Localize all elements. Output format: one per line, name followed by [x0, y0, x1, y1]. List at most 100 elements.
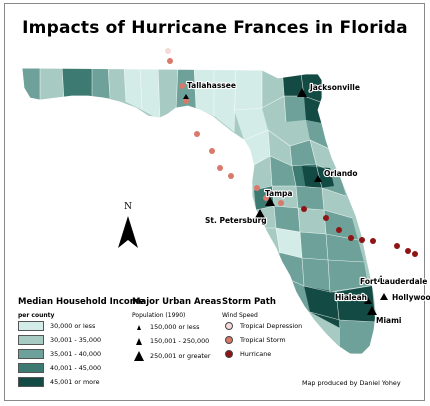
county [302, 258, 330, 292]
legend-storm-label: Hurricane [240, 350, 272, 358]
city-marker-jacksonville [297, 88, 307, 97]
legend-income-item: 45,001 or more [18, 377, 100, 387]
city-marker-miami [367, 306, 377, 315]
county [296, 186, 324, 210]
legend-urban-item: 150,000 or less [132, 323, 199, 331]
county [40, 68, 64, 100]
storm-point-hurricane [301, 206, 307, 212]
legend-urban-subtitle: Population (1990) [132, 312, 186, 319]
legend-storm-item: Tropical Depression [222, 322, 302, 330]
storm-path [165, 48, 418, 257]
legend-storm-title: Storm Path [222, 297, 276, 307]
county [262, 96, 286, 130]
county [124, 68, 142, 110]
county [194, 68, 214, 116]
city-label-tampa: Tampa [265, 189, 292, 198]
city-label-hollywood: Hollywood [392, 293, 430, 302]
county-boundaries [39, 68, 376, 329]
city-marker-hollywood [380, 293, 388, 300]
county [214, 68, 236, 132]
triangle-icon [137, 324, 141, 330]
legend-swatch [18, 363, 44, 373]
county [234, 68, 262, 110]
city-marker-tampa [265, 197, 275, 206]
legend-storm-label: Tropical Depression [240, 322, 303, 330]
legend-income-label: 35,001 - 40,000 [50, 350, 102, 358]
county [22, 68, 40, 100]
county [140, 68, 160, 120]
legend-income-item: 35,001 - 40,000 [18, 349, 101, 359]
legend-swatch [18, 321, 44, 331]
storm-point-hurricane [370, 238, 376, 244]
county [340, 320, 376, 354]
storm-point-tropical-storm [228, 173, 234, 179]
storm-point-tropical-storm [194, 131, 200, 137]
storm-point-hurricane [323, 215, 329, 221]
north-label: N [124, 202, 132, 212]
storm-point-tropical-storm [167, 58, 173, 64]
legend-income-label: 30,000 or less [50, 322, 96, 330]
city-marker-fort-lauderdale [377, 275, 385, 282]
city-label-fort-lauderdale: Fort Lauderdale [360, 277, 427, 286]
north-arrow-icon [118, 216, 138, 248]
county [62, 68, 92, 100]
city-marker-orlando [314, 175, 322, 182]
county [328, 260, 368, 292]
county [290, 140, 316, 166]
storm-point-tropical-storm [254, 185, 260, 191]
city-label-orlando: Orlando [324, 169, 358, 178]
county [108, 68, 126, 102]
legend-storm-item: Hurricane [222, 350, 271, 358]
circle-icon [225, 350, 233, 358]
city-marker-st-petersburg [255, 209, 265, 218]
city-label-jacksonville: Jacksonville [309, 83, 360, 92]
legend-storm-subtitle: Wind Speed [222, 312, 258, 319]
county [326, 234, 364, 262]
city-label-tallahassee: Tallahassee [187, 81, 236, 90]
legend-income-label: 40,001 - 45,000 [50, 364, 102, 372]
storm-point-hurricane [348, 235, 354, 241]
storm-point-tropical-storm [263, 195, 269, 201]
county [300, 232, 328, 260]
storm-point-tropical-storm [183, 98, 189, 104]
legend-income-title: Median Household Income [18, 297, 145, 307]
legend-income-item: 30,001 - 35,000 [18, 335, 101, 345]
city-marker-hialeah [364, 297, 372, 304]
legend-income-label: 30,001 - 35,000 [50, 336, 102, 344]
storm-point-tropical-storm [179, 83, 185, 89]
county [310, 140, 340, 176]
storm-point-hurricane [336, 227, 342, 233]
legend-urban-label: 150,001 - 250,000 [150, 337, 210, 345]
county [252, 156, 272, 190]
circle-icon [225, 336, 233, 344]
legend-urban-item: 250,001 or greater [132, 351, 210, 361]
legend-income-subtitle: per county [18, 312, 55, 319]
map-credit: Map produced by Daniel Yohey [302, 379, 401, 387]
triangle-icon [134, 351, 144, 361]
county [268, 130, 292, 166]
county [176, 68, 196, 110]
storm-point-hurricane [412, 251, 418, 257]
storm-point-hurricane [359, 237, 365, 243]
circle-icon [225, 322, 233, 330]
county [298, 208, 326, 234]
city-markers: Tallahassee Jacksonville Orlando Tampa S… [183, 80, 430, 326]
county [286, 120, 310, 146]
legend-storm-label: Tropical Storm [240, 336, 286, 344]
map-border [4, 3, 425, 401]
storm-point-tropical-storm [278, 200, 284, 206]
city-label-st-petersburg: St. Petersburg [205, 216, 267, 225]
north-arrow: N [113, 202, 143, 252]
legend-swatch [18, 377, 44, 387]
legend-swatch [18, 349, 44, 359]
legend-storm-item: Tropical Storm [222, 336, 286, 344]
triangle-icon [136, 337, 142, 345]
county [234, 108, 268, 140]
storm-point-tropical-storm [217, 165, 223, 171]
legend-urban-title: Major Urban Areas [132, 297, 222, 307]
county [284, 96, 306, 122]
legend-swatch [18, 335, 44, 345]
county [270, 156, 296, 186]
county [274, 206, 300, 232]
